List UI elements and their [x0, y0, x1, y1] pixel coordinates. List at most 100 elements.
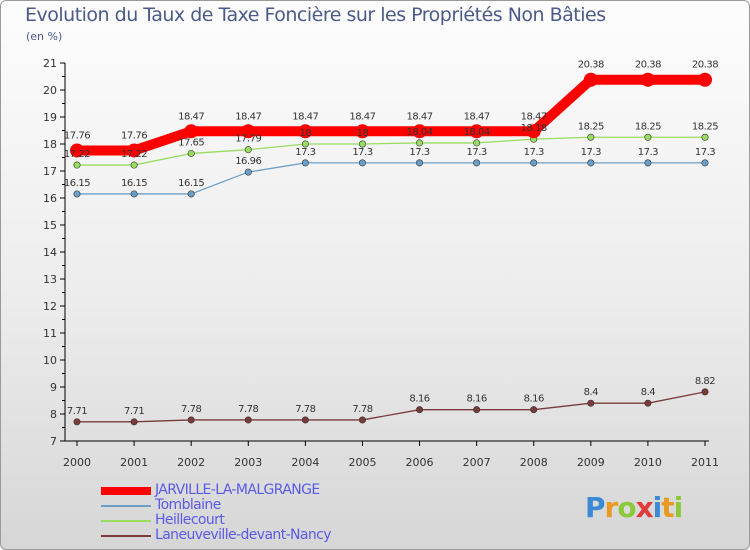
data-label-jarville: 17.76 [64, 130, 90, 141]
logo-letter: r [604, 491, 619, 524]
x-tick-label: 2011 [691, 456, 719, 469]
y-tick-label: 13 [43, 273, 57, 286]
y-tick-label: 12 [43, 300, 57, 313]
legend-label-laneuveville: Laneuveville-devant-Nancy [155, 527, 332, 543]
data-point-jarville [127, 143, 142, 158]
data-point-jarville [355, 124, 370, 139]
data-label-tomblaine: 17.3 [467, 147, 487, 158]
data-label-jarville: 20.38 [578, 60, 604, 71]
data-point-laneuveville [701, 388, 709, 396]
data-label-jarville: 17.76 [121, 130, 147, 141]
y-tick-label: 19 [43, 111, 57, 124]
data-label-tomblaine: 17.3 [295, 147, 315, 158]
data-point-jarville [583, 72, 598, 87]
data-point-jarville [241, 124, 256, 139]
data-point-tomblaine [244, 168, 252, 176]
data-point-tomblaine [587, 159, 595, 167]
series-line-tomblaine [76, 162, 706, 195]
data-label-heillecourt: 17.65 [178, 137, 204, 148]
data-point-laneuveville [587, 399, 595, 407]
legend: JARVILLE-LA-MALGRANGE Tomblaine Heilleco… [101, 482, 401, 544]
logo-letter: i [673, 491, 684, 524]
y-axis-unit: (en %) [26, 30, 63, 43]
logo-letter: o [617, 491, 636, 524]
data-label-laneuveville: 7.78 [352, 404, 372, 415]
series-line-jarville [72, 74, 710, 156]
y-tick-label: 15 [43, 219, 57, 232]
data-label-tomblaine: 17.3 [409, 147, 429, 158]
legend-swatch-laneuveville [101, 535, 151, 537]
y-tick-label: 9 [50, 381, 57, 394]
data-label-jarville: 18.47 [521, 111, 547, 122]
data-point-jarville [412, 124, 427, 139]
data-label-laneuveville: 7.78 [238, 404, 258, 415]
data-label-jarville: 18.47 [406, 111, 432, 122]
series-line-heillecourt [76, 136, 706, 166]
x-tick-label: 2010 [634, 456, 662, 469]
x-tick-label: 2005 [348, 456, 376, 469]
y-tick-label: 20 [43, 84, 57, 97]
data-point-laneuveville [644, 399, 652, 407]
data-label-tomblaine: 17.3 [581, 147, 601, 158]
data-point-heillecourt [130, 161, 138, 169]
y-tick-label: 18 [43, 138, 57, 151]
data-point-tomblaine [130, 190, 138, 198]
data-point-laneuveville [187, 416, 195, 424]
series-line-laneuveville [76, 391, 706, 423]
y-tick-label: 14 [43, 246, 57, 259]
data-point-tomblaine [416, 159, 424, 167]
proxiti-logo: Proxiti [585, 491, 684, 524]
data-label-jarville: 18.47 [178, 111, 204, 122]
data-label-laneuveville: 7.71 [67, 406, 87, 417]
y-tick-label: 17 [43, 165, 57, 178]
data-point-tomblaine [358, 159, 366, 167]
legend-swatch-heillecourt [101, 520, 151, 522]
x-tick-label: 2003 [234, 456, 262, 469]
data-label-heillecourt: 18 [299, 128, 311, 139]
data-point-laneuveville [473, 406, 481, 414]
data-point-laneuveville [73, 418, 81, 426]
data-point-tomblaine [701, 159, 709, 167]
data-label-laneuveville: 7.71 [124, 406, 144, 417]
data-label-laneuveville: 8.82 [695, 376, 715, 387]
data-point-jarville [298, 124, 313, 139]
data-point-laneuveville [130, 418, 138, 426]
y-tick-label: 10 [43, 354, 57, 367]
data-point-jarville [526, 124, 541, 139]
legend-swatch-tomblaine [101, 505, 151, 507]
data-label-laneuveville: 8.4 [641, 387, 656, 398]
logo-letter: P [585, 491, 606, 524]
legend-swatch-jarville [101, 487, 151, 495]
data-point-tomblaine [644, 159, 652, 167]
legend-item-laneuveville: Laneuveville-devant-Nancy [101, 527, 401, 544]
data-label-jarville: 20.38 [635, 60, 661, 71]
data-label-jarville: 18.47 [235, 111, 261, 122]
data-label-tomblaine: 17.3 [638, 147, 658, 158]
data-point-laneuveville [530, 406, 538, 414]
data-point-tomblaine [473, 159, 481, 167]
x-tick-label: 2001 [120, 456, 148, 469]
data-point-jarville [698, 72, 712, 87]
data-point-laneuveville [301, 416, 309, 424]
data-label-tomblaine: 16.96 [235, 156, 261, 167]
data-label-heillecourt: 18 [357, 128, 369, 139]
x-tick-label: 2002 [177, 456, 205, 469]
data-label-laneuveville: 7.78 [181, 404, 201, 415]
data-label-laneuveville: 8.16 [524, 394, 544, 405]
data-point-heillecourt [358, 140, 366, 148]
data-point-laneuveville [416, 406, 424, 414]
data-label-heillecourt: 17.79 [235, 134, 261, 145]
data-point-laneuveville [244, 416, 252, 424]
data-label-laneuveville: 8.4 [584, 387, 599, 398]
logo-letter: x [635, 491, 654, 524]
data-point-heillecourt [244, 146, 252, 154]
legend-item-jarville: JARVILLE-LA-MALGRANGE [101, 482, 401, 499]
data-point-tomblaine [530, 159, 538, 167]
y-tick-label: 21 [43, 57, 57, 70]
data-label-jarville: 18.47 [292, 111, 318, 122]
data-label-jarville: 18.47 [464, 111, 490, 122]
x-tick-label: 2006 [406, 456, 434, 469]
data-label-laneuveville: 8.16 [409, 394, 429, 405]
x-tick-label: 2007 [463, 456, 491, 469]
data-point-tomblaine [73, 190, 81, 198]
